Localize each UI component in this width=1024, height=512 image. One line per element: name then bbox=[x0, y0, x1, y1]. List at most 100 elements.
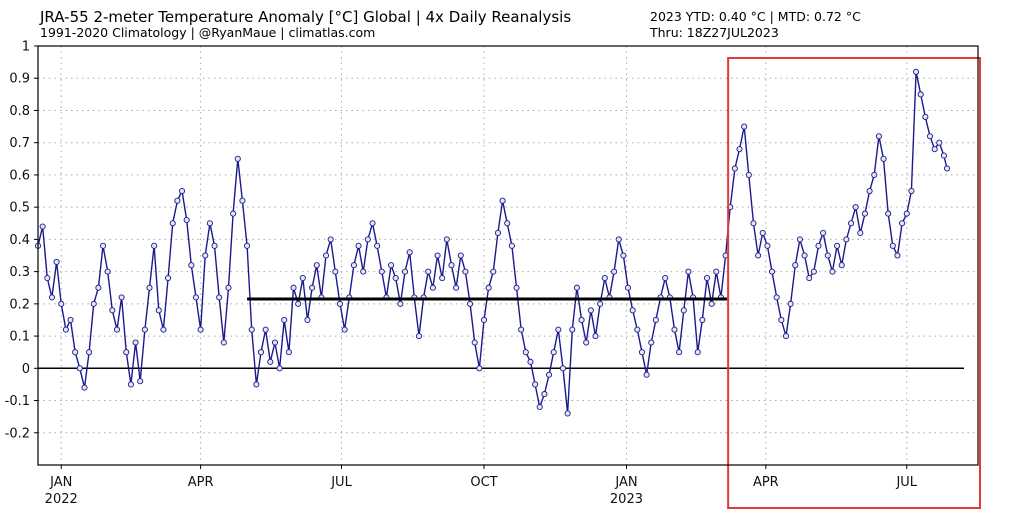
ytd-mtd-readout: 2023 YTD: 0.40 °C | MTD: 0.72 °C bbox=[650, 9, 861, 24]
data-point bbox=[118, 294, 125, 301]
data-point bbox=[624, 284, 632, 291]
data-point bbox=[62, 326, 69, 333]
data-point bbox=[141, 326, 148, 333]
data-point bbox=[471, 339, 478, 346]
data-point bbox=[908, 187, 915, 195]
data-point bbox=[406, 249, 413, 256]
data-point bbox=[490, 268, 497, 275]
x-tick-label: JUL bbox=[330, 475, 352, 490]
data-point bbox=[648, 339, 655, 346]
data-point bbox=[174, 197, 181, 204]
x-tick-label: JAN bbox=[49, 475, 72, 490]
data-point bbox=[113, 326, 121, 333]
data-point bbox=[443, 236, 450, 243]
data-point bbox=[518, 326, 525, 333]
data-point bbox=[922, 113, 929, 120]
data-point bbox=[587, 307, 594, 314]
data-point bbox=[597, 300, 604, 307]
data-point bbox=[81, 384, 88, 391]
highlight-box bbox=[727, 57, 981, 509]
data-point bbox=[448, 262, 455, 269]
data-point bbox=[940, 152, 947, 159]
data-point bbox=[299, 275, 306, 282]
data-point bbox=[360, 268, 367, 275]
data-point bbox=[76, 365, 83, 372]
data-point bbox=[755, 252, 762, 259]
data-point bbox=[592, 333, 599, 340]
x-tick-label: APR bbox=[188, 475, 214, 490]
data-point bbox=[322, 252, 330, 259]
data-point bbox=[425, 268, 432, 275]
data-point bbox=[564, 410, 571, 417]
data-point bbox=[573, 284, 580, 291]
data-point bbox=[72, 349, 79, 356]
y-tick-label: 0.7 bbox=[9, 136, 30, 151]
data-point bbox=[917, 91, 924, 98]
data-point bbox=[388, 262, 395, 269]
data-point bbox=[165, 275, 172, 282]
data-point bbox=[169, 220, 176, 227]
data-point bbox=[694, 349, 701, 356]
data-point bbox=[109, 307, 116, 314]
data-point bbox=[202, 252, 209, 259]
data-point bbox=[494, 229, 501, 236]
data-point bbox=[476, 365, 483, 372]
data-point bbox=[439, 275, 446, 282]
x-tick-label: APR bbox=[753, 475, 779, 490]
data-point bbox=[857, 229, 864, 236]
data-point bbox=[522, 349, 529, 356]
data-point bbox=[434, 252, 441, 259]
data-point bbox=[513, 284, 520, 291]
data-point bbox=[281, 316, 288, 324]
data-point bbox=[834, 242, 841, 249]
data-point bbox=[866, 187, 873, 195]
data-point bbox=[699, 316, 706, 324]
series-line bbox=[37, 71, 948, 414]
data-point bbox=[304, 316, 311, 324]
data-point bbox=[541, 391, 548, 398]
y-tick-label: 0.8 bbox=[9, 104, 30, 119]
data-point bbox=[875, 133, 882, 140]
data-point bbox=[778, 316, 785, 324]
y-tick-label: 0 bbox=[22, 362, 30, 377]
y-tick-label: 0.9 bbox=[9, 72, 30, 87]
y-tick-label: 0.1 bbox=[9, 330, 30, 345]
data-point bbox=[880, 155, 887, 162]
data-point bbox=[225, 284, 232, 291]
data-point bbox=[271, 339, 278, 346]
data-point bbox=[295, 300, 302, 307]
data-point bbox=[796, 236, 803, 243]
data-point bbox=[327, 236, 334, 243]
data-point bbox=[838, 262, 845, 269]
data-point bbox=[58, 300, 65, 307]
data-point bbox=[676, 349, 683, 356]
data-point bbox=[713, 268, 720, 275]
data-point bbox=[773, 294, 780, 301]
x-tick-label: JUL bbox=[895, 475, 917, 490]
y-tick-label: 1 bbox=[22, 40, 30, 55]
data-point bbox=[230, 210, 237, 217]
x-tick-label: JAN bbox=[614, 475, 637, 490]
data-point bbox=[555, 326, 562, 333]
data-point bbox=[457, 252, 464, 259]
data-point bbox=[782, 333, 790, 340]
data-point bbox=[611, 268, 618, 275]
data-point bbox=[685, 268, 692, 275]
data-point bbox=[67, 316, 74, 324]
data-point bbox=[504, 220, 511, 227]
data-point bbox=[350, 262, 357, 269]
data-point bbox=[429, 284, 436, 291]
data-point bbox=[936, 139, 943, 146]
data-point bbox=[601, 275, 608, 282]
data-point bbox=[378, 268, 385, 275]
data-point bbox=[392, 275, 399, 282]
data-point bbox=[453, 284, 460, 291]
x-year-label: 2023 bbox=[610, 492, 643, 507]
data-point bbox=[550, 349, 557, 356]
data-point bbox=[615, 236, 622, 243]
data-point bbox=[764, 242, 771, 249]
data-point bbox=[731, 165, 738, 172]
data-point bbox=[871, 171, 878, 178]
plot-frame bbox=[37, 45, 979, 466]
